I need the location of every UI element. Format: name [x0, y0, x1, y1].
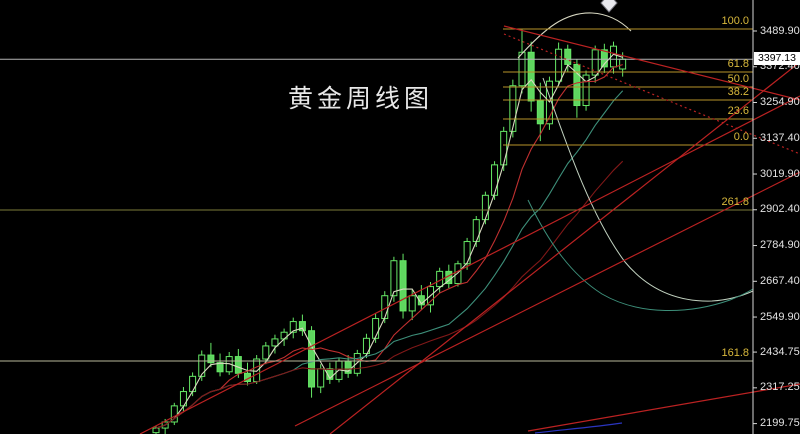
price-axis-label: 3019.90 [760, 167, 800, 180]
candle-body [527, 51, 535, 102]
candle-body [472, 219, 480, 243]
candle-body [573, 63, 581, 107]
fib-level-label: 0.0 [733, 131, 749, 143]
candle-body [454, 263, 462, 285]
fib-level-label: 261.8 [721, 196, 749, 208]
candle-body [280, 331, 288, 340]
trendline-support-steep [329, 61, 800, 434]
trendline-resistance-dotted [503, 33, 800, 155]
candle-body [298, 321, 306, 332]
candle-body [536, 100, 544, 125]
candle-body [591, 49, 599, 76]
candle-body [207, 354, 215, 364]
ma-long [155, 160, 624, 429]
candle-body [555, 48, 563, 82]
candle-body [234, 356, 242, 374]
candle-body [372, 318, 380, 339]
trendline-resistance-solid [503, 25, 800, 101]
fib-level-label: 100.0 [721, 15, 749, 27]
fib-level-label: 50.0 [727, 73, 749, 85]
candle-body [308, 330, 316, 388]
candle-body [152, 427, 160, 434]
price-axis-label: 2784.90 [760, 239, 800, 252]
current-price-box: 3397.13 [754, 52, 800, 66]
candle-body [582, 74, 590, 107]
price-axis-label: 2317.25 [760, 381, 800, 394]
current-price-value: 3397.13 [758, 52, 796, 65]
price-axis-label: 2434.75 [760, 345, 800, 358]
fib-level-label: 161.8 [721, 347, 749, 359]
candle-body [600, 49, 608, 68]
price-axis-label: 2199.75 [760, 417, 800, 430]
ma-mid [155, 64, 623, 429]
candle-body [362, 337, 370, 355]
fan-curve-1 [542, 77, 754, 302]
candle-body [408, 295, 416, 312]
trendline-support-channel-a [139, 95, 800, 434]
candle-body [189, 375, 197, 393]
candle-body [417, 295, 425, 306]
candle-body [463, 241, 471, 265]
candle-body [317, 368, 325, 388]
candle-body [399, 260, 407, 312]
candle-body [253, 358, 261, 383]
fib-level-label: 61.8 [727, 58, 749, 70]
chart-title: 黄金周线图 [288, 84, 434, 113]
mouse-cursor-icon [600, 0, 618, 13]
fib-level-label: 23.6 [727, 105, 749, 117]
price-axis-label: 2902.40 [760, 203, 800, 216]
candle-body [491, 164, 499, 196]
price-axis-label: 2667.40 [760, 274, 800, 287]
candle-body [271, 338, 279, 347]
ma-fast [155, 53, 623, 429]
price-axis-label: 3489.90 [760, 24, 800, 37]
trendline-support-channel-b [294, 171, 800, 427]
candle-body [289, 321, 297, 333]
candle-body [390, 260, 398, 297]
fan-curve-2 [527, 199, 754, 311]
fib-level-label: 38.2 [727, 86, 749, 98]
price-axis-label: 3137.40 [760, 131, 800, 144]
trendline-support-lower [527, 383, 800, 432]
upper-arc [517, 12, 632, 59]
bottom-blue [534, 422, 623, 434]
candle-body [198, 354, 206, 377]
candle-body [262, 345, 270, 360]
price-axis-label: 2549.90 [760, 310, 800, 323]
price-axis-label: 3254.90 [760, 96, 800, 108]
candle-body [509, 85, 517, 132]
candle-body [518, 51, 526, 87]
